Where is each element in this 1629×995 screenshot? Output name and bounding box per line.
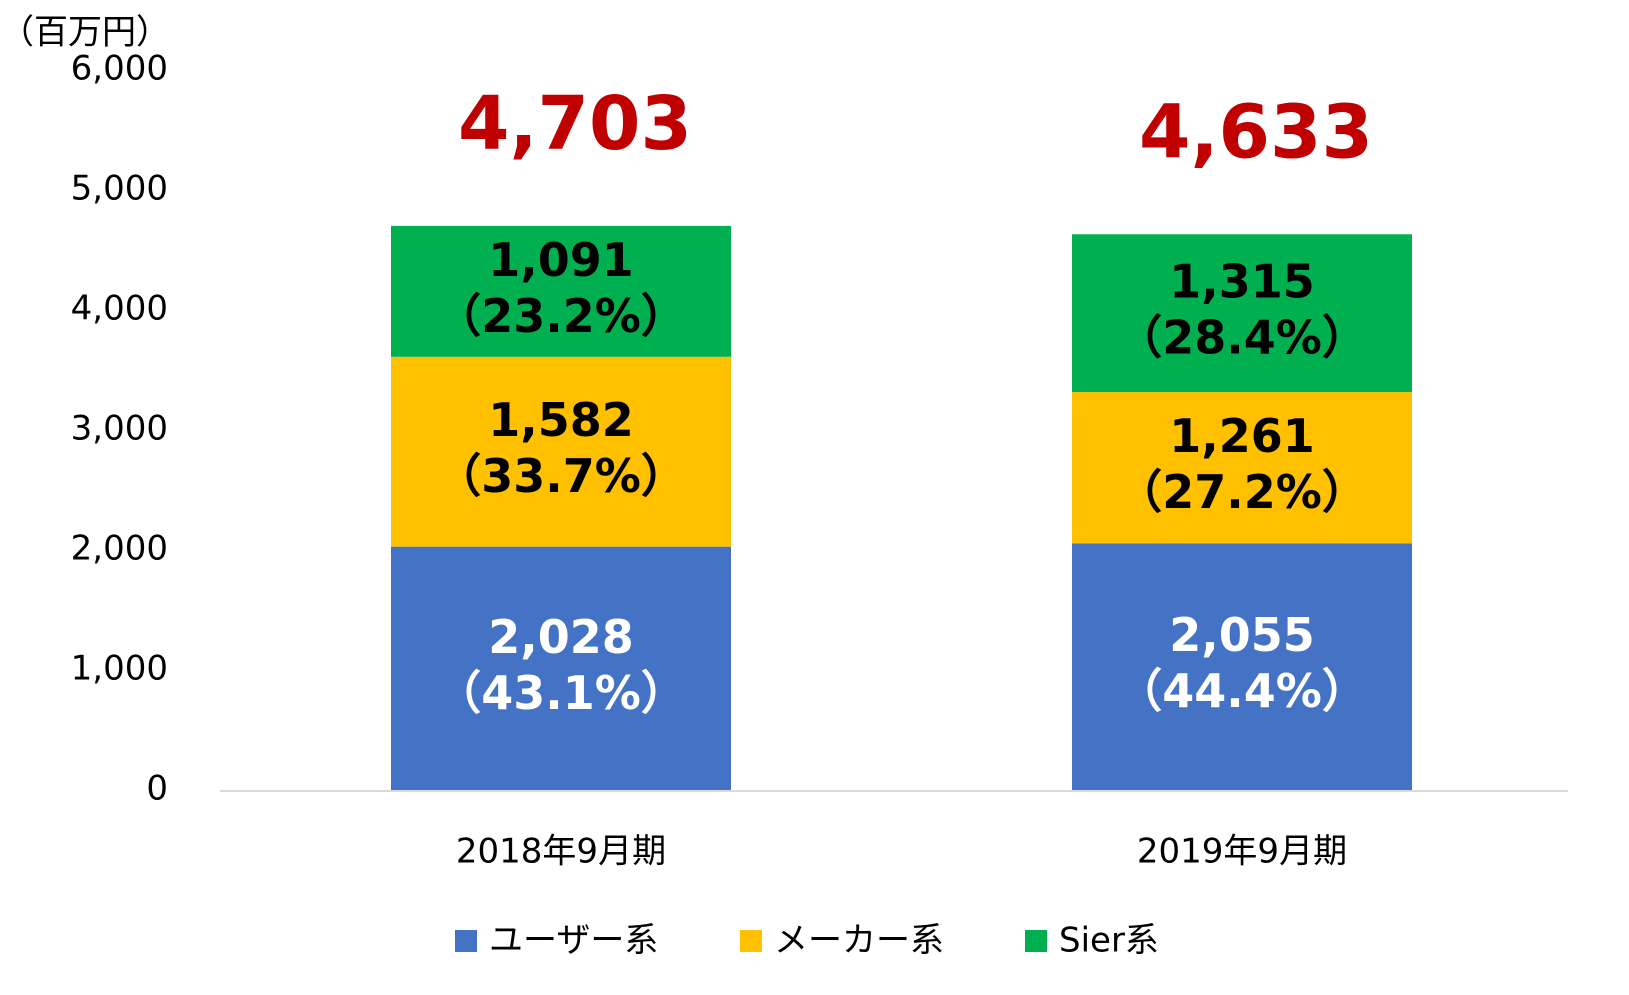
y-tick-label: 4,000 xyxy=(71,289,168,329)
value-label: 1,582 xyxy=(488,393,634,447)
legend-swatch xyxy=(1025,930,1047,952)
legend-label: ユーザー系 xyxy=(489,921,658,961)
value-label: 1,091 xyxy=(488,233,634,287)
value-label: 1,261 xyxy=(1169,409,1315,463)
bar-segment xyxy=(391,356,731,547)
legend-swatch xyxy=(455,930,477,952)
x-tick-label: 2018年9月期 xyxy=(456,832,666,872)
value-label: 1,315 xyxy=(1169,255,1315,309)
bar-segment xyxy=(391,225,731,357)
y-tick-label: 3,000 xyxy=(71,409,168,449)
y-tick-label: 5,000 xyxy=(71,169,168,209)
percent-label: （44.4%） xyxy=(1116,664,1368,718)
value-label: 2,055 xyxy=(1169,608,1315,662)
legend-label: Sier系 xyxy=(1059,921,1159,961)
x-tick-label: 2019年9月期 xyxy=(1137,832,1347,872)
y-tick-label: 0 xyxy=(146,769,168,809)
total-label: 4,703 xyxy=(458,81,692,167)
percent-label: （33.7%） xyxy=(435,449,687,503)
y-unit-label: （百万円） xyxy=(0,13,170,53)
percent-label: （43.1%） xyxy=(435,666,687,720)
bar-segment xyxy=(1072,543,1412,790)
bar-segment xyxy=(1072,234,1412,393)
bar-segment xyxy=(1072,392,1412,544)
y-tick-label: 2,000 xyxy=(71,529,168,569)
y-tick-label: 1,000 xyxy=(71,649,168,689)
legend-label: メーカー系 xyxy=(774,921,944,961)
bar-segment xyxy=(391,546,731,790)
value-label: 2,028 xyxy=(488,610,634,664)
legend-swatch xyxy=(740,930,762,952)
percent-label: （23.2%） xyxy=(435,289,687,343)
percent-label: （28.4%） xyxy=(1116,311,1368,365)
percent-label: （27.2%） xyxy=(1116,465,1368,519)
total-label: 4,633 xyxy=(1139,90,1373,176)
y-tick-label: 6,000 xyxy=(71,49,168,89)
